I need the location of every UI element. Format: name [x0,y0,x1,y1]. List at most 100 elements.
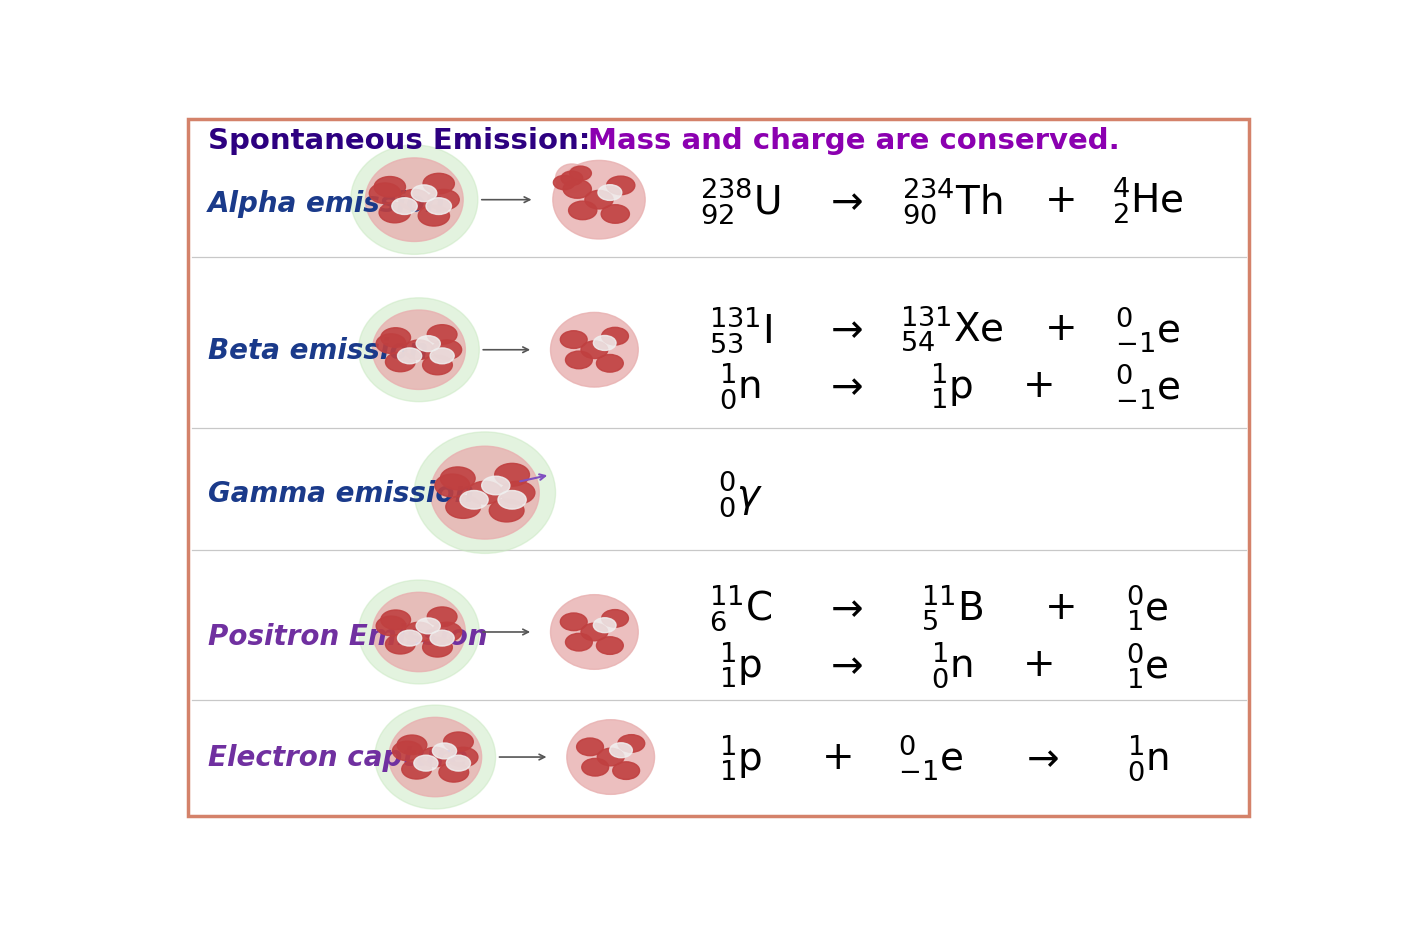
Circle shape [561,331,587,349]
Text: +: + [1022,645,1056,683]
Ellipse shape [366,159,463,242]
Circle shape [430,630,454,646]
Circle shape [418,206,450,227]
Text: $\rightarrow$: $\rightarrow$ [823,310,864,348]
Ellipse shape [350,146,478,255]
Circle shape [601,328,628,346]
Circle shape [439,763,468,782]
Circle shape [460,491,488,510]
Circle shape [489,500,524,523]
Circle shape [443,732,474,752]
Ellipse shape [551,595,638,669]
Text: $\rightarrow$: $\rightarrow$ [1019,738,1059,776]
Text: $\rightarrow$: $\rightarrow$ [823,182,864,220]
Circle shape [393,742,422,761]
Text: +: + [822,738,854,776]
Circle shape [398,630,422,646]
Circle shape [421,747,450,767]
Circle shape [379,203,411,223]
Circle shape [498,491,526,510]
Text: +: + [1044,310,1077,348]
Circle shape [404,340,433,360]
Text: $^{238}_{92}$U: $^{238}_{92}$U [700,175,781,226]
Circle shape [381,328,411,348]
FancyBboxPatch shape [188,120,1249,817]
Ellipse shape [552,161,645,240]
Circle shape [597,185,622,201]
Circle shape [569,202,597,221]
Ellipse shape [566,720,655,794]
Circle shape [397,735,426,755]
Circle shape [449,747,478,767]
Circle shape [613,762,639,780]
Circle shape [416,618,440,634]
Circle shape [597,748,624,766]
Circle shape [446,756,471,771]
Text: $^{0}_{-1}$e: $^{0}_{-1}$e [1115,303,1180,354]
Circle shape [565,634,592,652]
Circle shape [428,190,460,210]
Circle shape [596,355,624,373]
Circle shape [428,607,457,627]
Text: +: + [1022,367,1056,405]
Circle shape [610,743,632,758]
Text: $^{131}_{54}$Xe: $^{131}_{54}$Xe [900,304,1004,354]
Circle shape [569,167,592,181]
Text: +: + [1044,182,1077,220]
Circle shape [402,759,432,780]
Circle shape [422,356,453,375]
Circle shape [416,337,440,352]
Text: $^{0}_{1}$e: $^{0}_{1}$e [1126,639,1169,690]
Circle shape [432,623,461,642]
Circle shape [376,335,407,354]
Text: $\rightarrow$: $\rightarrow$ [823,589,864,627]
Text: $^{0}_{1}$e: $^{0}_{1}$e [1126,582,1169,633]
Circle shape [422,638,453,657]
Text: $^{11}_{6}$C: $^{11}_{6}$C [709,583,771,632]
Circle shape [426,198,451,215]
Text: Mass and charge are conserved.: Mass and charge are conserved. [589,127,1120,155]
Text: $^{1}_{0}$n: $^{1}_{0}$n [931,640,973,689]
Text: Gamma emission: Gamma emission [207,479,474,507]
Text: $^{1}_{0}$n: $^{1}_{0}$n [719,362,761,411]
Text: +: + [1044,589,1077,627]
Text: Electron capture: Electron capture [207,743,468,771]
Circle shape [398,349,422,364]
Text: Beta emission: Beta emission [207,337,428,364]
Circle shape [386,353,415,373]
Ellipse shape [359,580,479,684]
Text: Positron Emission: Positron Emission [207,622,488,650]
Circle shape [565,351,592,369]
Ellipse shape [374,705,495,809]
Ellipse shape [373,592,465,672]
Text: Spontaneous Emission:: Spontaneous Emission: [207,127,610,155]
Circle shape [618,735,645,753]
Circle shape [596,637,624,654]
Text: $^{4}_{2}$He: $^{4}_{2}$He [1112,175,1183,225]
Circle shape [369,184,401,204]
Ellipse shape [373,311,465,390]
Circle shape [554,176,575,190]
Circle shape [446,496,481,519]
Circle shape [593,618,615,633]
Ellipse shape [430,447,540,540]
Circle shape [435,475,470,498]
Circle shape [585,191,613,210]
Circle shape [564,181,592,199]
Circle shape [411,185,437,202]
Text: $^{1}_{1}$p: $^{1}_{1}$p [719,640,761,689]
Circle shape [423,174,454,195]
Circle shape [414,756,437,771]
Circle shape [580,341,608,359]
Circle shape [495,464,530,487]
Text: Alpha emission: Alpha emission [207,190,446,218]
Ellipse shape [551,313,638,387]
Ellipse shape [388,717,482,797]
Circle shape [501,482,536,504]
Text: $^{234}_{90}$Th: $^{234}_{90}$Th [901,175,1002,226]
Text: $^{1}_{1}$p: $^{1}_{1}$p [931,362,974,411]
Circle shape [440,467,475,490]
Text: $^{0}_{0}\gamma$: $^{0}_{0}\gamma$ [718,468,763,518]
Circle shape [376,616,407,636]
Circle shape [561,171,583,186]
